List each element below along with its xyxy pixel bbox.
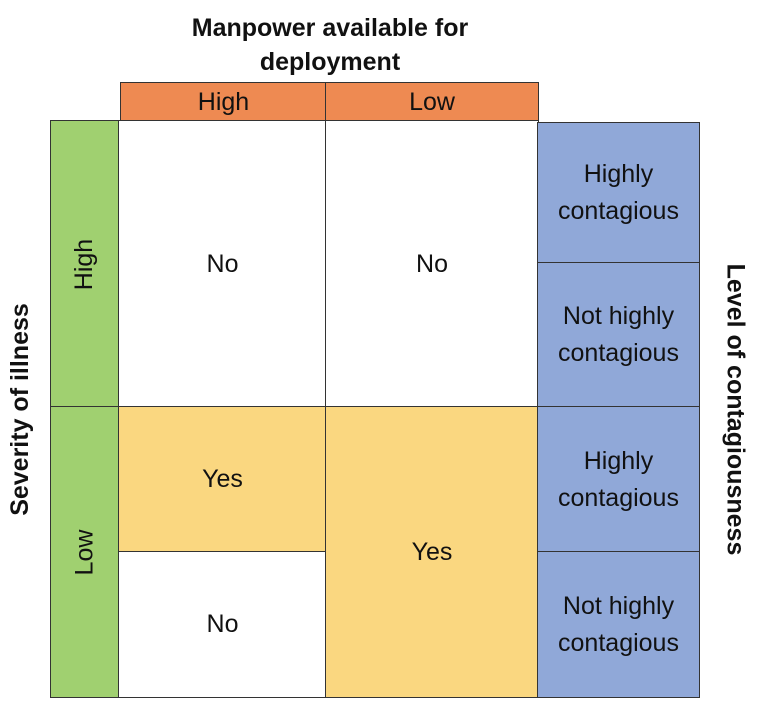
row-header-high-label: High	[70, 238, 99, 290]
row-header-low-label: Low	[70, 529, 99, 575]
column-header-high: High	[120, 82, 327, 122]
right-label-not-highly-contagious-1: Not highly contagious	[537, 262, 700, 408]
cell-high-severity-high-manpower: No	[118, 120, 327, 408]
cell-low-severity-low-manpower: Yes	[325, 406, 539, 698]
right-label-not-highly-contagious-2: Not highly contagious	[537, 551, 700, 698]
right-axis-title-wrapper: Level of contagiousness	[712, 120, 757, 698]
row-axis-title-wrapper: Severity of illness	[0, 120, 40, 698]
right-label-highly-contagious-1: Highly contagious	[537, 122, 700, 264]
right-label-highly-contagious-2: Highly contagious	[537, 406, 700, 553]
right-axis-title: Level of contagiousness	[721, 263, 749, 555]
column-header-low: Low	[325, 82, 539, 122]
cell-low-severity-high-manpower-not-highly-contagious: No	[118, 551, 327, 698]
cell-low-severity-high-manpower-highly-contagious: Yes	[118, 406, 327, 553]
row-axis-title: Severity of illness	[5, 302, 34, 516]
cell-high-severity-low-manpower: No	[325, 120, 539, 408]
row-header-low: Low	[50, 406, 120, 698]
column-axis-title: Manpower available for deployment	[191, 14, 469, 76]
row-header-high: High	[50, 120, 120, 408]
